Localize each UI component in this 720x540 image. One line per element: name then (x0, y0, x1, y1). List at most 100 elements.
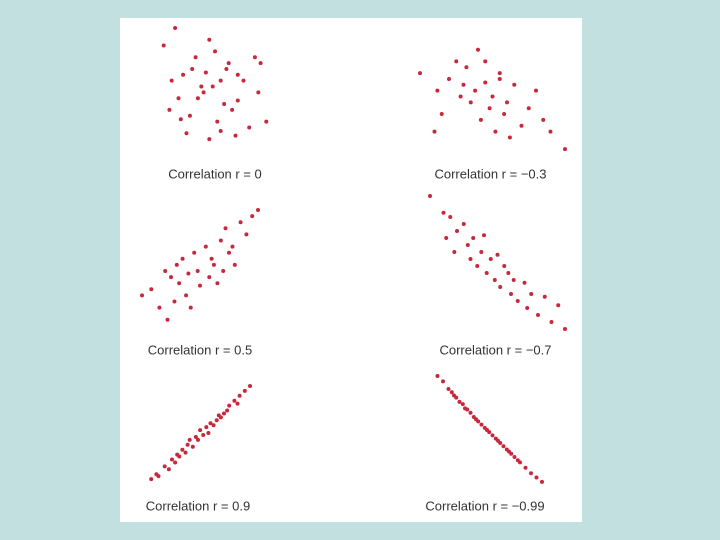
dot (455, 229, 459, 233)
dot (187, 437, 192, 442)
dot (250, 214, 255, 219)
dot (172, 299, 177, 304)
dot (226, 61, 231, 66)
dot (540, 479, 544, 484)
dot (207, 137, 212, 142)
dot (204, 425, 209, 430)
dot (195, 269, 200, 273)
dot (218, 238, 223, 243)
dot (211, 262, 216, 267)
dot (195, 96, 200, 101)
dot (174, 262, 179, 267)
dot (233, 133, 238, 138)
dot (525, 306, 530, 310)
dot (512, 455, 517, 459)
dot (244, 232, 249, 237)
dot (465, 407, 470, 412)
dot (173, 26, 178, 30)
caption: Correlation r = 0.9 (146, 498, 250, 513)
dot (242, 388, 247, 393)
dot (222, 411, 226, 416)
dot (198, 428, 203, 433)
dot (177, 281, 182, 286)
dot (435, 374, 440, 378)
dot (529, 292, 534, 296)
dot (519, 123, 524, 128)
dot (213, 49, 217, 54)
dot (475, 264, 480, 268)
dot (536, 313, 540, 317)
dot (502, 264, 507, 268)
dot (465, 243, 470, 247)
dot (207, 275, 212, 280)
dot (448, 215, 453, 219)
dot (523, 465, 528, 470)
dot (198, 283, 202, 288)
dot (169, 78, 174, 83)
dot (441, 379, 445, 384)
dot (235, 72, 240, 77)
dot (215, 119, 220, 124)
panel (120, 18, 582, 522)
dot (203, 70, 208, 75)
dot (464, 65, 469, 70)
dot (446, 386, 451, 391)
dot (497, 71, 502, 76)
dot (230, 244, 235, 249)
dot (199, 84, 204, 89)
dot (488, 257, 493, 261)
dot (492, 278, 497, 282)
dot (529, 471, 533, 476)
dot (210, 84, 215, 89)
dot (237, 393, 242, 398)
dot (224, 66, 229, 71)
dot (476, 47, 480, 52)
dot (140, 293, 144, 298)
dot (215, 281, 220, 286)
dot (196, 437, 200, 442)
dot (184, 131, 189, 136)
dot (476, 419, 481, 424)
dot (256, 208, 260, 212)
dot (184, 293, 189, 298)
dot (526, 106, 531, 111)
dot (511, 278, 516, 282)
dot (169, 275, 173, 280)
dot (222, 102, 227, 107)
dot (156, 474, 161, 479)
dot (193, 55, 198, 60)
dot (180, 256, 185, 261)
dot (522, 280, 527, 285)
dot (460, 402, 465, 407)
dot (209, 256, 214, 261)
dot (238, 220, 243, 225)
dot (495, 252, 500, 257)
dot (487, 106, 492, 111)
dot (447, 76, 451, 81)
dot (218, 78, 223, 83)
dot (248, 384, 252, 388)
dot (509, 451, 514, 456)
dot (497, 76, 502, 81)
dot (454, 395, 459, 400)
caption: Correlation r = −0.7 (439, 342, 551, 357)
dot (192, 250, 197, 255)
dot (190, 66, 195, 71)
dot (187, 113, 192, 118)
dot (225, 408, 230, 413)
dot (468, 410, 473, 415)
dot (166, 467, 171, 472)
dot (221, 269, 226, 273)
dot (207, 37, 212, 42)
dot (227, 403, 232, 408)
dot (493, 129, 498, 134)
dot (241, 78, 246, 83)
dot (483, 80, 488, 85)
dot (201, 90, 206, 95)
dot (157, 305, 162, 310)
dot (439, 112, 444, 117)
dot (449, 390, 454, 395)
dot (478, 117, 483, 122)
dot (183, 450, 188, 455)
dot (428, 194, 432, 198)
